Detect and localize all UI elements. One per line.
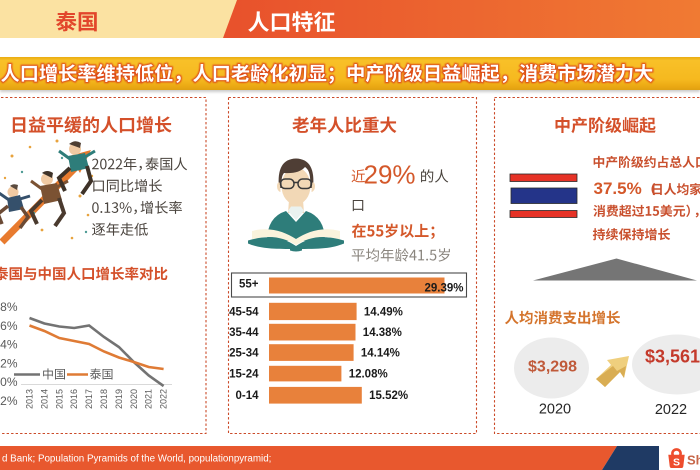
svg-text:2022: 2022 xyxy=(655,402,687,418)
svg-text:14.38%: 14.38% xyxy=(363,327,402,339)
svg-text:12.08%: 12.08% xyxy=(349,369,388,381)
svg-text:15-24: 15-24 xyxy=(229,369,259,381)
svg-text:29%: 29% xyxy=(364,160,416,190)
svg-text:0-14: 0-14 xyxy=(235,390,259,402)
svg-text:14.14%: 14.14% xyxy=(361,348,400,360)
svg-text:37.5%: 37.5% xyxy=(594,179,642,198)
svg-text:d Bank; Population Pyramids of: d Bank; Population Pyramids of the World… xyxy=(2,454,271,465)
svg-text:2020: 2020 xyxy=(539,402,571,418)
svg-text:35-44: 35-44 xyxy=(229,327,259,339)
svg-text:0.0%: 0.0% xyxy=(0,375,18,389)
svg-text:55+: 55+ xyxy=(239,279,259,291)
svg-text:15.52%: 15.52% xyxy=(369,390,408,402)
svg-text:2019: 2019 xyxy=(114,389,124,409)
svg-text:$3,298: $3,298 xyxy=(528,359,577,376)
svg-text:2018: 2018 xyxy=(99,389,109,409)
svg-text:2022: 2022 xyxy=(159,389,169,409)
svg-text:0.2%: 0.2% xyxy=(0,356,18,370)
svg-text:0.8%: 0.8% xyxy=(0,300,18,314)
svg-text:0.6%: 0.6% xyxy=(0,319,18,333)
svg-text:2017: 2017 xyxy=(84,389,94,409)
svg-text:29.39%: 29.39% xyxy=(425,282,464,294)
svg-text:2021: 2021 xyxy=(144,389,154,409)
svg-text:2014: 2014 xyxy=(39,389,49,409)
svg-text:Sh: Sh xyxy=(687,453,700,468)
svg-text:45-54: 45-54 xyxy=(229,306,259,318)
svg-text:14.49%: 14.49% xyxy=(364,306,403,318)
svg-text:-0.2%: -0.2% xyxy=(0,394,18,408)
svg-text:S: S xyxy=(673,457,680,469)
svg-text:2013: 2013 xyxy=(25,389,35,409)
svg-text:25-34: 25-34 xyxy=(229,348,259,360)
svg-text:$3,561: $3,561 xyxy=(645,347,700,367)
svg-text:2016: 2016 xyxy=(69,389,79,409)
svg-text:2020: 2020 xyxy=(129,389,139,409)
svg-text:2015: 2015 xyxy=(54,389,64,409)
svg-text:0.4%: 0.4% xyxy=(0,338,18,352)
